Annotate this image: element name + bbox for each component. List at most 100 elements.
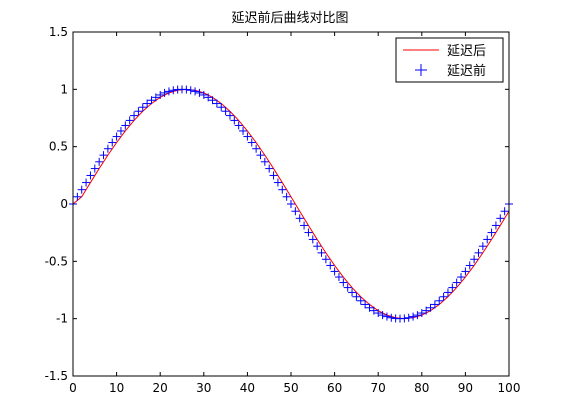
- plus-marker: [361, 300, 370, 309]
- y-tick-label: -1: [56, 312, 68, 326]
- plus-marker: [369, 306, 378, 315]
- plus-marker: [186, 86, 195, 95]
- plus-marker: [99, 151, 108, 160]
- plus-marker: [365, 303, 374, 312]
- plus-marker: [86, 171, 95, 180]
- plus-marker: [313, 242, 322, 251]
- plus-marker: [82, 178, 91, 187]
- plus-marker: [457, 273, 466, 282]
- plus-marker: [103, 144, 112, 153]
- legend-box: [395, 37, 504, 83]
- plus-marker: [134, 107, 143, 116]
- plus-marker: [300, 221, 309, 230]
- plus-marker: [225, 111, 234, 120]
- plus-marker: [182, 85, 191, 94]
- x-tick-label: 0: [69, 381, 77, 395]
- plus-marker: [239, 126, 248, 135]
- plus-marker: [422, 306, 431, 315]
- plus-marker: [374, 309, 383, 318]
- plus-marker: [282, 192, 291, 201]
- plus-marker: [443, 288, 452, 297]
- plus-marker: [234, 121, 243, 130]
- plus-marker: [260, 157, 269, 166]
- plus-marker: [278, 185, 287, 194]
- plus-marker: [108, 138, 117, 147]
- y-tick-labels: 1.5 1 0.5 0 -0.5 -1 -1.5: [45, 25, 68, 383]
- plus-marker: [212, 99, 221, 108]
- plus-marker: [417, 309, 426, 318]
- series-line-delayed: [72, 88, 510, 320]
- plus-marker: [409, 312, 418, 321]
- plus-marker: [500, 207, 509, 216]
- y-tick-label: 0.5: [49, 140, 68, 154]
- plus-marker: [265, 164, 274, 173]
- plus-marker: [413, 311, 422, 320]
- plus-marker: [204, 93, 213, 102]
- plus-marker: [308, 235, 317, 244]
- plus-marker: [256, 151, 265, 160]
- plus-marker: [130, 111, 139, 120]
- plus-marker: [448, 283, 457, 292]
- plus-marker: [321, 255, 330, 264]
- plus-marker: [95, 157, 104, 166]
- plus-marker: [326, 261, 335, 270]
- plus-marker: [356, 296, 365, 305]
- plus-marker: [147, 96, 156, 105]
- x-tick-label: 30: [196, 381, 211, 395]
- plus-marker: [138, 103, 147, 112]
- plus-marker: [125, 116, 134, 125]
- plus-marker: [348, 288, 357, 297]
- plus-marker: [287, 200, 295, 208]
- plus-marker: [439, 292, 448, 301]
- plus-marker: [230, 116, 239, 125]
- plus-marker: [474, 248, 483, 257]
- plus-marker: [404, 313, 413, 322]
- plus-marker: [191, 87, 200, 96]
- plus-marker: [195, 88, 204, 97]
- series-original-markers: [69, 85, 513, 323]
- plus-marker: [291, 207, 300, 216]
- x-tick-label: 80: [414, 381, 429, 395]
- plus-marker: [217, 103, 226, 112]
- plus-marker: [304, 228, 313, 237]
- plus-marker: [243, 132, 252, 141]
- plus-marker: [160, 88, 169, 97]
- plus-marker: [169, 86, 178, 95]
- y-tick-label: -1.5: [45, 369, 68, 383]
- x-tick-label: 90: [458, 381, 473, 395]
- plus-marker: [295, 214, 304, 223]
- legend-plus-swatch: [415, 64, 427, 76]
- series-delayed-line: [72, 88, 510, 320]
- y-tick-label: -0.5: [45, 254, 68, 268]
- plus-marker: [339, 278, 348, 287]
- plus-marker: [491, 221, 500, 230]
- x-tick-label: 20: [153, 381, 168, 395]
- x-tick-label: 10: [109, 381, 124, 395]
- plus-marker: [73, 192, 82, 201]
- plus-marker: [487, 228, 496, 237]
- plus-marker: [382, 312, 391, 321]
- x-tick-label: 70: [371, 381, 386, 395]
- plus-marker: [273, 178, 282, 187]
- plus-marker: [116, 126, 125, 135]
- plus-marker: [164, 87, 173, 96]
- plus-marker: [378, 311, 387, 320]
- plus-marker: [247, 138, 256, 147]
- plus-marker: [400, 314, 409, 323]
- plus-marker: [112, 132, 121, 141]
- x-tick-label: 60: [327, 381, 342, 395]
- plus-marker: [317, 248, 326, 257]
- plus-marker: [483, 235, 492, 244]
- plus-marker: [151, 93, 160, 102]
- x-tick-label: 100: [498, 381, 521, 395]
- legend-label-delayed: 延迟后: [447, 44, 486, 59]
- plus-marker: [352, 292, 361, 301]
- plus-marker: [208, 96, 217, 105]
- plus-marker: [387, 313, 396, 322]
- plus-marker: [121, 121, 130, 130]
- plus-marker: [465, 261, 474, 270]
- plus-marker: [199, 90, 208, 99]
- plus-marker: [452, 278, 461, 287]
